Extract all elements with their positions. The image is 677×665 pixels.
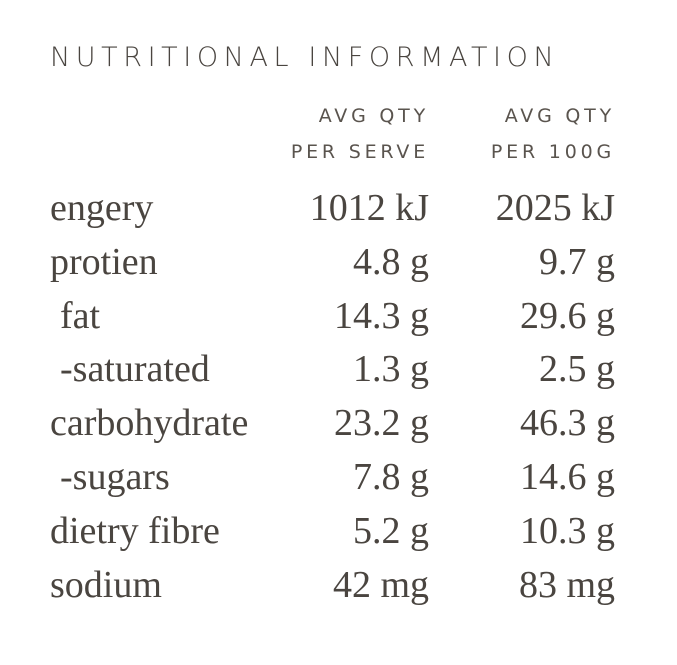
row-label: sodium <box>50 563 162 606</box>
nutrition-table: engery 1012 kJ 2025 kJ protien 4.8 g 9.7… <box>0 182 677 612</box>
per-100g-value: 46.3 g <box>520 402 615 445</box>
per-serve-value: 42 mg <box>332 563 429 606</box>
per-100g-value: 14.6 g <box>520 455 615 498</box>
column-header-per-serve: AVG QTY PER SERVE <box>291 98 429 170</box>
per-serve-value: 14.3 g <box>334 294 429 337</box>
nutrition-row-fat: fat 14.3 g 29.6 g <box>0 290 677 344</box>
per-serve-value: 23.2 g <box>334 402 429 445</box>
row-label: fat <box>60 294 101 337</box>
nutrition-row-carbohydrate: carbohydrate 23.2 g 46.3 g <box>0 397 677 451</box>
per-100g-value: 29.6 g <box>520 294 615 337</box>
column-header-line2: PER SERVE <box>290 141 429 163</box>
nutrition-row-protein: protien 4.8 g 9.7 g <box>0 236 677 290</box>
nutrition-title: NUTRITIONAL INFORMATION <box>50 42 560 73</box>
row-label: dietry fibre <box>50 509 220 552</box>
nutrition-row-sodium: sodium 42 mg 83 mg <box>0 559 677 613</box>
per-100g-value: 9.7 g <box>539 240 615 283</box>
column-header-line1: AVG QTY <box>318 105 429 127</box>
column-header-line2: PER 100G <box>490 141 615 163</box>
column-header-line1: AVG QTY <box>504 105 615 127</box>
nutrition-row-saturated: -saturated 1.3 g 2.5 g <box>0 343 677 397</box>
per-100g-value: 10.3 g <box>520 509 615 552</box>
row-label: carbohydrate <box>50 402 249 445</box>
nutrition-row-fibre: dietry fibre 5.2 g 10.3 g <box>0 505 677 559</box>
per-serve-value: 1012 kJ <box>309 187 429 229</box>
per-serve-value: 4.8 g <box>353 240 429 283</box>
per-100g-value: 83 mg <box>518 563 615 606</box>
row-label: -sugars <box>60 455 170 498</box>
nutrition-row-sugars: -sugars 7.8 g 14.6 g <box>0 451 677 505</box>
row-label: protien <box>50 240 158 283</box>
row-label: -saturated <box>60 348 210 391</box>
nutrition-row-energy: engery 1012 kJ 2025 kJ <box>0 182 677 236</box>
row-label: engery <box>50 187 154 229</box>
per-serve-value: 1.3 g <box>353 348 429 391</box>
per-serve-value: 5.2 g <box>353 509 429 552</box>
per-100g-value: 2025 kJ <box>495 187 615 229</box>
per-100g-value: 2.5 g <box>539 348 615 391</box>
per-serve-value: 7.8 g <box>353 455 429 498</box>
column-header-per-100g: AVG QTY PER 100G <box>491 98 615 170</box>
